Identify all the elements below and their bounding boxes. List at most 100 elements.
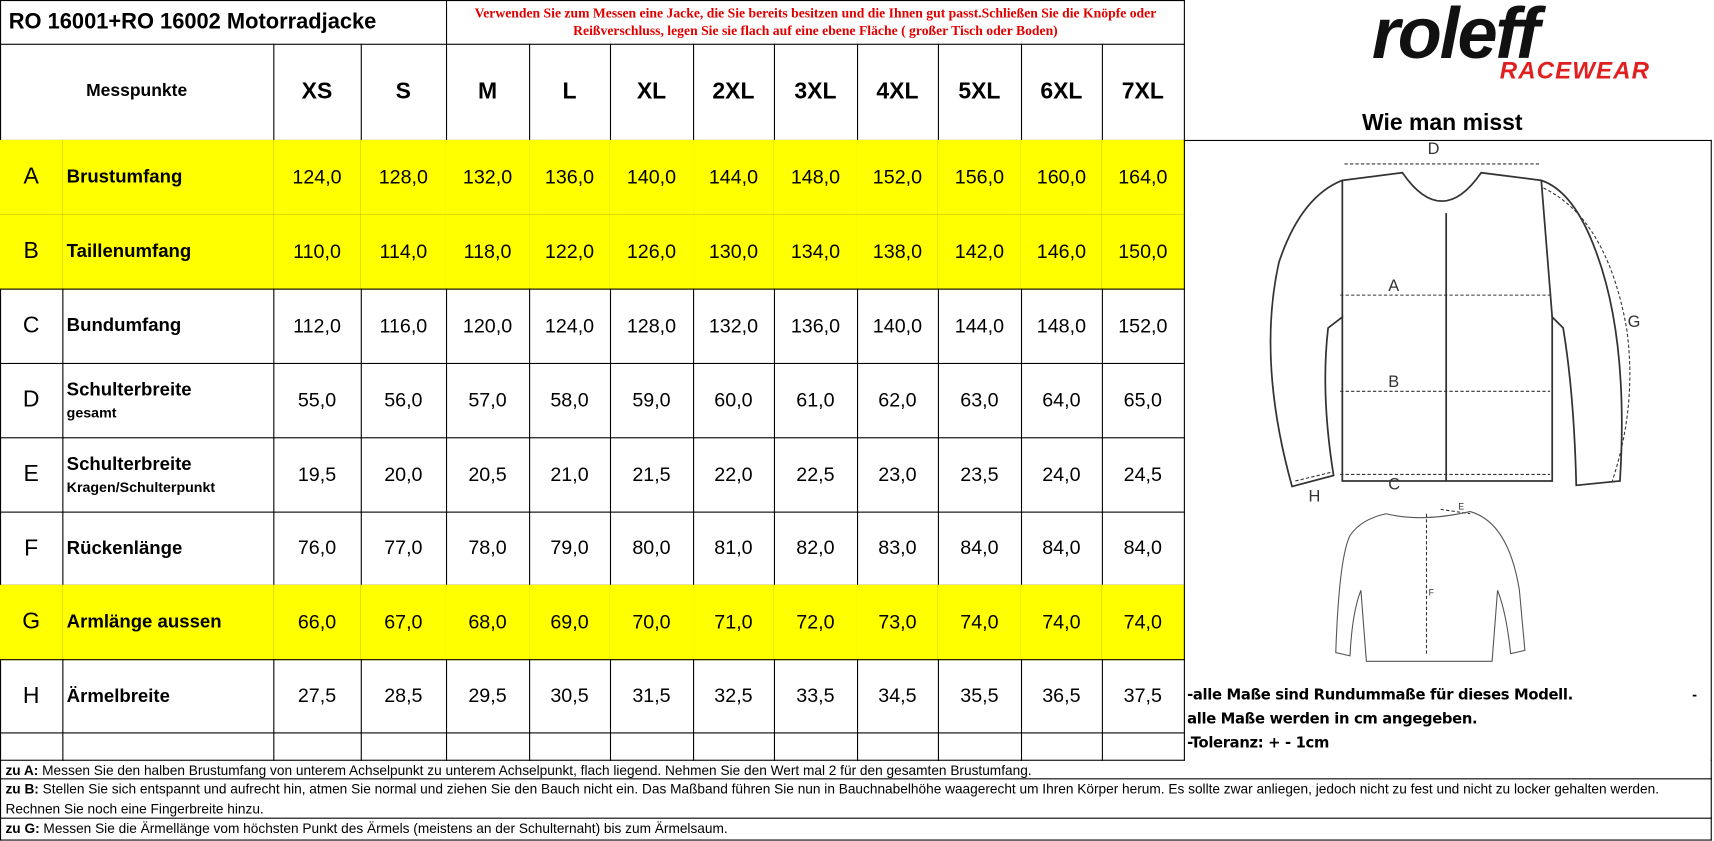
value-cell: 142,0 — [937, 214, 1023, 290]
value-cell: 27,5 — [273, 659, 362, 734]
row-name: Taillenumfang — [62, 214, 275, 290]
diagram-label: A — [1388, 276, 1400, 296]
empty-cell — [773, 732, 859, 761]
value-cell: 34,5 — [856, 659, 939, 734]
size-header: XS — [273, 43, 362, 142]
value-cell: 29,5 — [445, 659, 531, 734]
note-row: zu B: Stellen Sie sich entspannt und auf… — [0, 778, 1712, 819]
row-name: Armlänge aussen — [62, 584, 275, 661]
value-cell: 132,0 — [693, 288, 776, 365]
value-cell: 72,0 — [773, 584, 859, 661]
value-cell: 128,0 — [609, 288, 695, 365]
empty-cell — [273, 732, 362, 761]
value-cell: 65,0 — [1101, 362, 1185, 439]
value-cell: 116,0 — [360, 288, 448, 365]
value-cell: 164,0 — [1101, 139, 1185, 216]
diagram-title: Wie man misst — [1362, 110, 1523, 136]
side-note: -alle Maße sind Rundummaße für dieses Mo… — [1187, 686, 1573, 704]
value-cell: 126,0 — [609, 214, 695, 290]
value-cell: 74,0 — [937, 584, 1023, 661]
value-cell: 122,0 — [529, 214, 612, 290]
measure-name: Brustumfang — [66, 166, 183, 187]
value-cell: 21,0 — [529, 437, 612, 513]
value-cell: 32,5 — [693, 659, 776, 734]
row-name: Brustumfang — [62, 139, 275, 216]
value-cell: 148,0 — [773, 139, 859, 216]
measure-note: gesamt — [66, 404, 117, 421]
note-label: zu B: — [5, 781, 39, 797]
row-letter: C — [0, 288, 64, 365]
measure-name: Bundumfang — [66, 314, 182, 336]
empty-cell — [856, 732, 939, 761]
value-cell: 63,0 — [937, 362, 1023, 439]
empty-cell — [445, 732, 531, 761]
measure-name: Schulterbreite — [66, 453, 192, 475]
value-cell: 59,0 — [609, 362, 695, 439]
value-cell: 70,0 — [609, 584, 695, 661]
value-cell: 36,5 — [1020, 659, 1103, 734]
empty-cell — [529, 732, 612, 761]
note-label: zu A: — [5, 762, 39, 779]
value-cell: 21,5 — [609, 437, 695, 513]
value-cell: 144,0 — [937, 288, 1023, 365]
empty-cell — [693, 732, 776, 761]
row-name: Bundumfang — [62, 288, 275, 365]
value-cell: 31,5 — [609, 659, 695, 734]
diagram-label: F — [1428, 588, 1435, 598]
table-frame — [0, 0, 1185, 761]
value-cell: 58,0 — [529, 362, 612, 439]
value-cell: 74,0 — [1101, 584, 1185, 661]
size-header: 7XL — [1101, 43, 1185, 142]
value-cell: 64,0 — [1020, 362, 1103, 439]
logo-brand: roleff — [1371, 0, 1540, 74]
value-cell: 19,5 — [273, 437, 362, 513]
value-cell: 150,0 — [1101, 214, 1185, 290]
empty-cell — [1020, 732, 1103, 761]
value-cell: 23,5 — [937, 437, 1023, 513]
value-cell: 148,0 — [1020, 288, 1103, 365]
value-cell: 74,0 — [1020, 584, 1103, 661]
value-cell: 62,0 — [856, 362, 939, 439]
side-note: alle Maße werden in cm angegeben. — [1187, 710, 1478, 729]
value-cell: 112,0 — [273, 288, 362, 365]
panel-frame — [1184, 139, 1712, 761]
value-cell: 132,0 — [445, 139, 531, 216]
value-cell: 33,5 — [773, 659, 859, 734]
note-label: zu G: — [5, 820, 40, 837]
instructions: Verwenden Sie zum Messen eine Jacke, die… — [447, 0, 1185, 45]
measure-lines — [1295, 163, 1551, 482]
measure-name: Taillenumfang — [66, 240, 192, 262]
value-cell: 61,0 — [773, 362, 859, 439]
jacket-outline — [1269, 171, 1623, 488]
value-cell: 146,0 — [1020, 214, 1103, 290]
measure-lines-small — [1425, 508, 1471, 656]
value-cell: 68,0 — [445, 584, 531, 661]
value-cell: 140,0 — [609, 139, 695, 216]
empty-cell — [609, 732, 695, 761]
instruction-line: Reißverschluss, legen Sie sie flach auf … — [573, 22, 1058, 39]
size-header: 5XL — [937, 43, 1023, 142]
value-cell: 120,0 — [445, 288, 531, 365]
note-row: zu A: Messen Sie den halben Brustumfang … — [0, 759, 1712, 780]
panel-line — [1183, 0, 1712, 142]
value-cell: 152,0 — [1101, 288, 1185, 365]
empty-cell — [0, 732, 64, 761]
value-cell: 136,0 — [773, 288, 859, 365]
diagram-label: B — [1388, 372, 1400, 392]
diagram-label: H — [1308, 487, 1321, 507]
value-cell: 130,0 — [693, 214, 776, 290]
measure-note: Kragen/Schulterpunkt — [66, 478, 216, 496]
side-note: -Toleranz: + - 1cm — [1187, 734, 1330, 753]
value-cell: 160,0 — [1020, 139, 1103, 216]
value-cell: 71,0 — [693, 584, 776, 661]
note-text: Stellen Sie sich entspannt und aufrecht … — [5, 781, 1660, 817]
value-cell: 20,5 — [445, 437, 531, 513]
diagram-label: G — [1627, 312, 1641, 332]
measure-name: Ärmelbreite — [66, 684, 170, 706]
value-cell: 110,0 — [273, 214, 362, 290]
row-name: Schulterbreite gesamt — [62, 362, 275, 439]
value-cell: 24,0 — [1020, 437, 1103, 513]
note-text: Messen Sie die Ärmellänge vom höchsten P… — [43, 820, 728, 837]
